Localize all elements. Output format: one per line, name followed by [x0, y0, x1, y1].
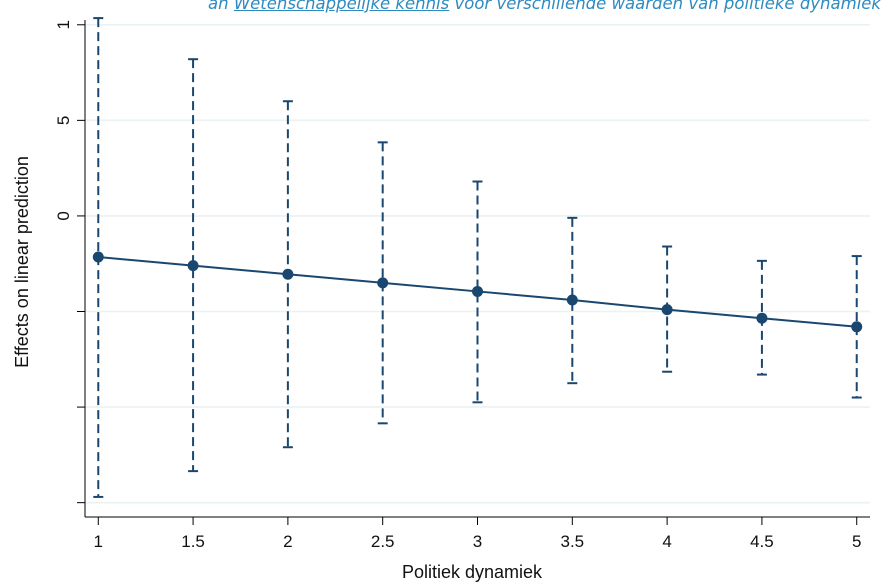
data-point-5 — [566, 294, 578, 306]
y-tick-label-2: 0 — [54, 211, 73, 220]
data-point-1 — [187, 260, 199, 272]
x-tick-label-7: 4.5 — [750, 532, 774, 551]
x-tick-label-1: 1.5 — [181, 532, 205, 551]
x-tick-label-0: 1 — [94, 532, 103, 551]
data-point-3 — [377, 277, 389, 289]
x-tick-label-5: 3.5 — [560, 532, 584, 551]
data-point-0 — [92, 251, 104, 263]
data-point-8 — [851, 321, 863, 333]
y-tick-label-0: 1 — [54, 20, 73, 29]
x-axis-label: Politiek dynamiek — [402, 562, 543, 582]
data-point-2 — [282, 268, 294, 280]
data-point-6 — [661, 304, 673, 316]
y-axis-label: Effects on linear prediction — [12, 156, 32, 368]
y-tick-label-1: 5 — [54, 116, 73, 125]
axes: 1 5 0 1 1.5 2 2.5 3 3.5 4 4.5 5 — [54, 20, 870, 551]
chart-marks — [92, 17, 863, 498]
gridlines — [85, 23, 870, 504]
chart-caption: an Wetenschappelijke kennis voor verschi… — [0, 0, 881, 13]
x-tick-label-8: 5 — [852, 532, 861, 551]
x-tick-label-3: 2.5 — [371, 532, 395, 551]
x-tick-label-2: 2 — [283, 532, 292, 551]
x-tick-label-4: 3 — [473, 532, 482, 551]
x-tick-label-6: 4 — [662, 532, 671, 551]
caption-link[interactable]: Wetenschappelijke kennis — [233, 0, 450, 13]
data-point-4 — [472, 285, 483, 297]
data-point-7 — [756, 312, 768, 324]
